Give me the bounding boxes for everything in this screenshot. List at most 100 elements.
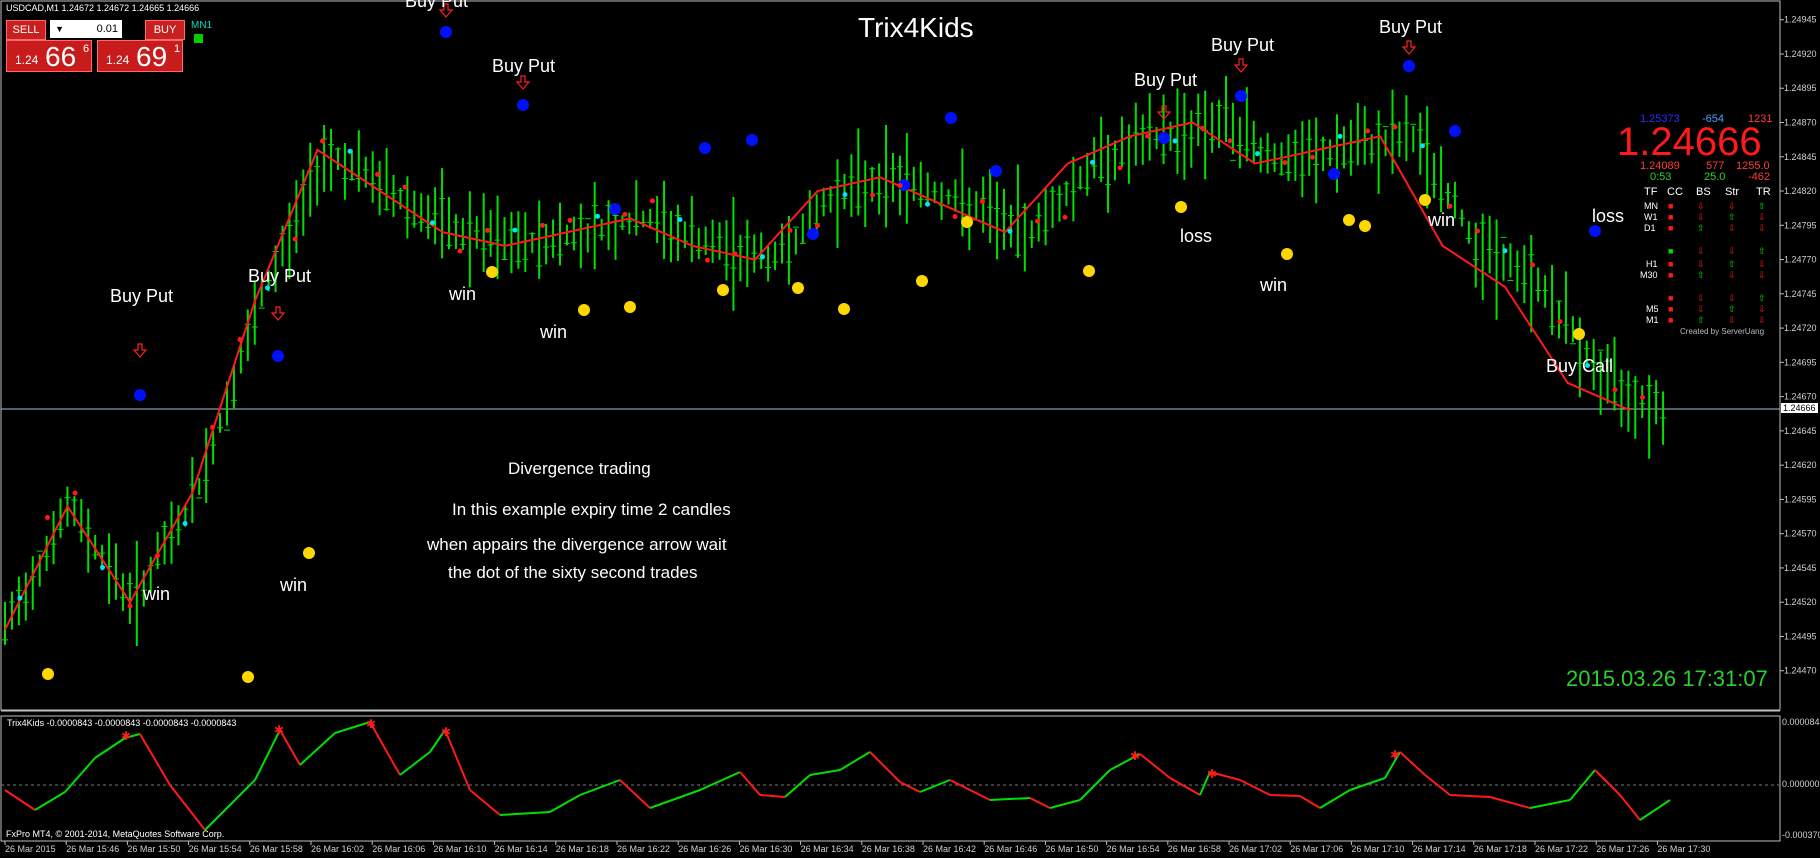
trade-signal-dot-yellow [1359,220,1371,232]
main-chart-frame [0,0,1781,711]
time-axis-label: 26 Mar 16:34 [801,844,854,854]
time-axis-label: 26 Mar 17:30 [1657,844,1710,854]
time-axis-label: 26 Mar 16:18 [556,844,609,854]
trend-arrow-icon: ⇩ [1697,293,1705,303]
signal-dot-small [1502,248,1508,254]
buy-price-button[interactable]: 1.24 69 1 [97,40,183,72]
signal-dot-small [1282,160,1288,166]
trade-signal-dot-blue [1589,225,1601,237]
signal-dot-small [1007,228,1013,234]
signal-dot-small [100,564,105,570]
buy-button[interactable]: BUY [145,20,185,40]
trix-line-segment [1299,795,1321,809]
dashboard-top-value-2: -654 [1702,113,1725,125]
time-axis-label: 26 Mar 16:58 [1168,844,1221,854]
trend-arrow-icon: ⇩ [1758,259,1766,269]
annotation-win: win [143,584,171,604]
trade-signal-dot-blue [1449,125,1461,137]
down-arrow-icon [1233,58,1249,73]
trix-line-segment [499,811,551,816]
trix-line-segment [1049,799,1081,809]
time-axis-label: 26 Mar 15:46 [66,844,119,854]
sell-button[interactable]: SELL [6,20,46,40]
dashboard-header-str: Str [1725,186,1740,198]
price-axis-label: 1.24545 [1784,563,1817,573]
dashboard-tf-d1: D1 [1644,223,1656,233]
signal-dot-small [1255,151,1260,157]
trade-signal-dot-blue [440,26,452,38]
trix-line-segment [1209,771,1241,781]
chevron-down-icon[interactable]: ▼ [55,24,64,34]
trix-line-segment [649,789,701,809]
time-axis-label: 26 Mar 2015 [5,844,56,854]
status-square-icon: ■ [1668,293,1674,303]
trix-line-segment [1029,797,1051,809]
trend-arrow-icon: ⇩ [1697,201,1705,211]
trade-signal-dot-yellow [624,301,636,313]
trix-line-segment [549,794,581,813]
trix-cross-marker: ✱ [1207,767,1217,781]
signal-dot-small [787,227,793,233]
status-square-icon: ■ [1668,315,1674,325]
trade-signal-dot-blue [898,179,910,191]
trend-arrow-icon: ⇩ [1728,246,1736,256]
status-square-icon: ■ [1668,304,1674,314]
trix-cross-marker: ✱ [366,717,376,731]
trend-arrow-icon: ⇧ [1758,246,1766,256]
trade-signal-dot-yellow [42,668,54,680]
signal-dot-small [705,257,710,263]
trix-cross-marker: ✱ [274,723,284,737]
trade-signal-dot-yellow [838,303,850,315]
annotation-win: win [449,284,477,304]
trend-arrow-icon: ⇩ [1728,223,1736,233]
trend-arrow-icon: ⇩ [1697,259,1705,269]
sell-price-button[interactable]: 1.24 66 6 [6,40,92,72]
trix-line-segment [429,729,446,753]
trade-signal-dot-yellow [303,547,315,559]
trix-line-segment [1169,777,1201,796]
dashboard-tf-h1: H1 [1646,259,1658,269]
dashboard-row2-1: 1.24089 [1640,160,1680,172]
price-axis-label: 1.24695 [1784,357,1817,367]
annotation-win: win [1260,275,1288,295]
trade-signal-dot-yellow [1343,214,1355,226]
trix-line-segment [4,789,36,811]
trend-arrow-icon: ⇩ [1728,201,1736,211]
dashboard-row3-1: 0:53 [1650,171,1672,183]
signal-dot-small [182,521,188,527]
lot-size-input[interactable]: ▼ 0.01 [50,20,122,38]
trend-arrow-icon: ⇧ [1697,315,1705,325]
timeframe-indicator-box [194,34,203,43]
dashboard-tf-m5: M5 [1646,304,1659,314]
signal-dot-small [732,251,738,257]
time-axis-label: 26 Mar 16:50 [1045,844,1098,854]
note-line-2: In this example expiry time 2 candles [452,500,731,519]
signal-dot-small [155,553,160,559]
current-price-tag: 1.24666 [1781,403,1818,413]
dashboard-panel: 1.25373 -654 1231 1.24666 1.24089 577 12… [1610,111,1778,341]
signal-dot-small [925,201,930,207]
signal-dot-small [1365,128,1370,134]
trade-signal-dot-yellow [961,216,973,228]
trix-line-segment [204,799,236,831]
annotation-buy-put: Buy Put [405,0,469,11]
trix-line-segment [279,729,301,766]
dashboard-tf-m30: M30 [1640,270,1658,280]
down-arrow-icon [270,306,286,321]
signal-dot-small [1310,154,1315,160]
signal-dot-small [1420,143,1425,149]
time-axis-label: 26 Mar 16:26 [678,844,731,854]
signal-dot-small [677,217,683,223]
dashboard-tf-mn: MN [1644,201,1658,211]
down-arrow-icon [1401,40,1417,55]
trix-line-segment [1269,794,1301,797]
price-axis-label: 1.24520 [1784,597,1817,607]
trix-line-segment [234,779,256,801]
trade-signal-dot-blue [134,389,146,401]
trix-line-segment [299,732,336,766]
time-axis-label: 26 Mar 16:46 [984,844,1037,854]
trade-signal-dot-yellow [792,282,804,294]
moving-average-line [4,121,1631,631]
server-clock: 2015.03.26 17:31:07 [1566,666,1768,691]
